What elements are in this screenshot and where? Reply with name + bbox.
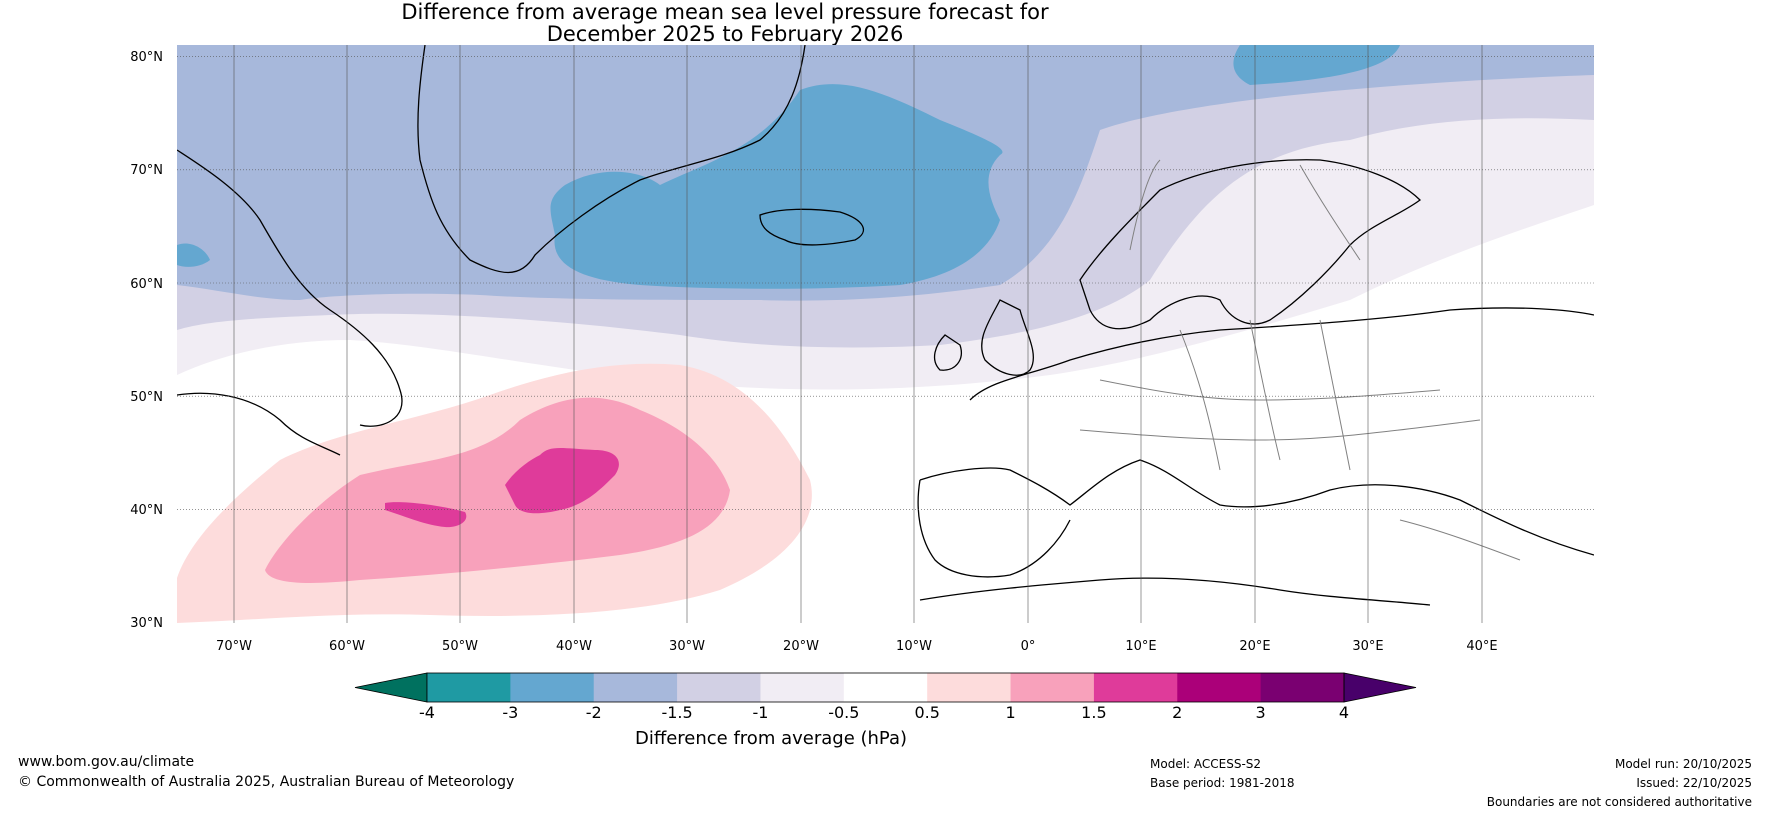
colorbar-tick-label: 4 [1339, 703, 1349, 722]
gridlines [177, 45, 1594, 623]
colorbar-segment [1093, 673, 1178, 702]
colorbar-tick-label: -3 [502, 703, 518, 722]
footer-copyright: © Commonwealth of Australia 2025, Austra… [18, 774, 515, 790]
footer-base-period: Base period: 1981-2018 [1150, 776, 1295, 790]
colorbar-segment [427, 673, 511, 702]
colorbar-segment [927, 673, 1012, 702]
colorbar-outline [426, 672, 1345, 703]
colorbar-segment [1010, 673, 1095, 702]
footer-model: Model: ACCESS-S2 [1150, 757, 1262, 771]
colorbar-tick-label: -4 [419, 703, 435, 722]
country-borders [1079, 159, 1521, 561]
title-line-2: December 2025 to February 2026 [546, 22, 904, 46]
colorbar-segment [677, 673, 761, 702]
latitude-labels: 80°N 70°N 60°N 50°N 40°N 30°N [130, 50, 163, 631]
colorbar-segment [593, 673, 678, 702]
colorbar-extend-high [1343, 672, 1417, 703]
lat-label: 60°N [130, 277, 163, 292]
colorbar-tick-label: 0.5 [914, 703, 939, 722]
lon-label: 20°E [1239, 639, 1270, 654]
lon-label: 20°W [783, 639, 819, 654]
colorbar-segment [1177, 673, 1262, 702]
colorbar-segment [510, 673, 595, 702]
contour-plus-1.5 [505, 447, 619, 514]
lat-label: 40°N [130, 503, 163, 518]
lon-label: 30°E [1352, 639, 1383, 654]
lat-label: 50°N [130, 390, 163, 405]
contour-minus-2-w [177, 243, 210, 267]
colorbar-segment [1260, 673, 1345, 702]
lon-label: 0° [1021, 639, 1036, 654]
lon-label: 30°W [669, 639, 705, 654]
colorbar-label: Difference from average (hPa) [634, 728, 908, 749]
colorbar-tick-label: 1.5 [1081, 703, 1106, 722]
lon-label: 60°W [329, 639, 365, 654]
lat-label: 70°N [130, 163, 163, 178]
colorbar-tick-label: -2 [586, 703, 602, 722]
colorbar: -4 -3 -2 -1.5 -1 -0.5 0.5 1 1.5 2 3 4 [354, 672, 1417, 722]
colorbar-tick-label: 3 [1256, 703, 1266, 722]
contour-minus-2-ne [1233, 45, 1400, 85]
lon-label: 10°E [1125, 639, 1156, 654]
lon-label: 70°W [216, 639, 252, 654]
footer-url[interactable]: www.bom.gov.au/climate [18, 754, 195, 770]
contour-minus-2 [550, 84, 1003, 289]
lon-label: 40°W [556, 639, 592, 654]
colorbar-tick-label: -1 [752, 703, 768, 722]
colorbar-tick-label: -1.5 [661, 703, 692, 722]
contour-plus-1.5-w [385, 502, 467, 528]
title-line-1: Difference from average mean sea level p… [401, 0, 1049, 24]
lat-label: 30°N [130, 616, 163, 631]
lat-label: 80°N [130, 50, 163, 65]
colorbar-segment [843, 673, 928, 702]
colorbar-tick-label: -0.5 [828, 703, 859, 722]
contour-plus-1 [265, 397, 730, 583]
colorbar-tick-label: 1 [1005, 703, 1015, 722]
footer-issued: Issued: 22/10/2025 [1636, 776, 1752, 790]
lon-label: 50°W [442, 639, 478, 654]
colorbar-segment [760, 673, 845, 702]
map-area [177, 45, 1594, 623]
longitude-labels: 70°W 60°W 50°W 40°W 30°W 20°W 10°W 0° 10… [216, 639, 1498, 654]
lon-label: 40°E [1466, 639, 1497, 654]
colorbar-tick-label: 2 [1172, 703, 1182, 722]
footer-disclaimer: Boundaries are not considered authoritat… [1486, 795, 1752, 809]
colorbar-extend-low [354, 672, 428, 703]
coastlines [177, 45, 1594, 606]
footer-model-run: Model run: 20/10/2025 [1614, 757, 1752, 771]
lon-label: 10°W [896, 639, 932, 654]
